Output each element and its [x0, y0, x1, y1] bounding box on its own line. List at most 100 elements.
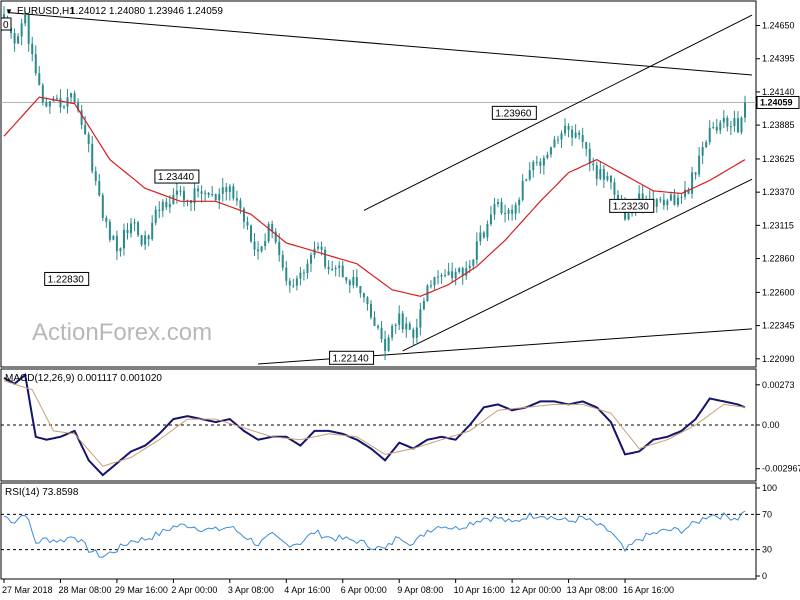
price-label-text: 1.23960	[495, 108, 532, 119]
candle-body	[729, 126, 732, 128]
rsi-title: RSI(14) 73.8598	[5, 487, 79, 498]
candle-body	[193, 188, 196, 204]
candle-body	[281, 254, 284, 268]
candle-body	[87, 134, 90, 144]
time-tick-label: 12 Apr 00:00	[510, 585, 561, 595]
moving-average-line	[3, 96, 746, 297]
candle-body	[140, 235, 143, 245]
candle-body	[302, 272, 305, 274]
candle-body	[80, 110, 83, 125]
candle-body	[712, 126, 715, 128]
candle-body	[228, 186, 231, 193]
price-label-box	[44, 271, 90, 286]
candle-body	[691, 172, 694, 194]
candle-body	[521, 180, 524, 200]
candle-body	[504, 213, 507, 215]
candle-body	[377, 325, 380, 328]
candle-body	[694, 172, 697, 175]
candle-body	[528, 170, 531, 180]
macd-lines	[3, 373, 746, 477]
price-tick-label: 1.22345	[762, 321, 795, 331]
candle-body	[380, 327, 383, 339]
time-tick-label: 16 Apr 16:00	[623, 585, 674, 595]
price-panel-frame	[0, 0, 757, 368]
candle-body	[175, 190, 178, 195]
candle-body	[613, 182, 616, 195]
candle-body	[84, 124, 87, 135]
candle-body	[744, 102, 746, 118]
candle-body	[324, 249, 327, 267]
candle-body	[70, 93, 73, 98]
candle-body	[546, 154, 549, 159]
watermark: ActionForex.com	[32, 319, 212, 346]
candle-body	[3, 14, 5, 20]
candle-body	[179, 190, 182, 192]
candle-body	[465, 268, 468, 276]
price-tick-label: 1.24395	[762, 54, 795, 64]
candle-body	[168, 203, 171, 208]
candle-body	[285, 267, 288, 281]
candle-body	[200, 191, 203, 194]
price-label-text: 1.22140	[333, 353, 370, 364]
candle-body	[309, 254, 312, 264]
price-label: 1.23960	[491, 105, 537, 120]
trend-line	[402, 178, 753, 352]
candle-body	[327, 266, 330, 270]
candle-body	[34, 54, 37, 74]
price-tick-label: 1.22860	[762, 254, 795, 264]
candle-body	[429, 285, 432, 287]
price-label-text: 1.23440	[158, 172, 195, 183]
candle-body	[394, 324, 397, 326]
candle-body	[444, 275, 447, 277]
price-tick-label: 1.23885	[762, 120, 795, 130]
candle-body	[507, 209, 510, 214]
macd-tick-label: -0.002967	[762, 464, 800, 474]
time-axis: 27 Mar 2018 28 Mar 08:00 29 Mar 16:00 2 Apr…	[2, 579, 674, 595]
candle-body	[500, 202, 503, 214]
candle-body	[341, 265, 344, 278]
candle-body	[288, 280, 291, 286]
candle-body	[705, 142, 708, 148]
candle-body	[369, 303, 372, 318]
rsi-line-path	[3, 510, 746, 558]
candle-body	[398, 313, 401, 325]
candle-body	[158, 209, 161, 211]
time-tick-label: 4 Apr 16:00	[284, 585, 330, 595]
dropdown-icon[interactable]: ▼	[5, 7, 13, 16]
price-label-text: 1.22830	[48, 274, 85, 285]
candle-body	[638, 193, 641, 202]
candle-body	[673, 194, 676, 205]
price-tick-label: 1.23370	[762, 187, 795, 197]
price-tick-label: 1.23115	[762, 220, 794, 230]
candle-body	[267, 224, 270, 242]
candle-body	[253, 241, 256, 250]
time-tick-label: 27 Mar 2018	[2, 585, 53, 595]
price-axis: 1.24650 1.24395 1.24140 1.23885 1.23625 1.233…	[756, 21, 795, 364]
candle-body	[94, 171, 97, 182]
candle-body	[451, 271, 454, 279]
candle-body	[331, 268, 334, 270]
candle-body	[549, 147, 552, 155]
candle-body	[680, 196, 683, 198]
candle-body	[45, 102, 48, 107]
current-price-label: 1.24059	[760, 97, 793, 107]
candle-body	[726, 117, 729, 127]
macd-signal-line	[3, 380, 746, 467]
candle-body	[578, 132, 581, 136]
candle-body	[595, 165, 598, 179]
candle-body	[553, 139, 556, 148]
candle-body	[564, 125, 567, 134]
candles	[3, 5, 746, 361]
candle-body	[165, 201, 168, 208]
candle-body	[574, 132, 577, 138]
macd-main-line	[3, 373, 746, 477]
candle-body	[274, 231, 277, 242]
top-left-marker-text: 0	[3, 20, 9, 31]
candle-body	[126, 229, 129, 234]
candle-body	[655, 199, 658, 207]
candle-body	[334, 267, 337, 269]
macd-axis: 0.00273 0.00 -0.002967	[756, 380, 800, 474]
candle-body	[299, 272, 302, 279]
candle-body	[48, 101, 51, 107]
candle-body	[511, 209, 514, 214]
